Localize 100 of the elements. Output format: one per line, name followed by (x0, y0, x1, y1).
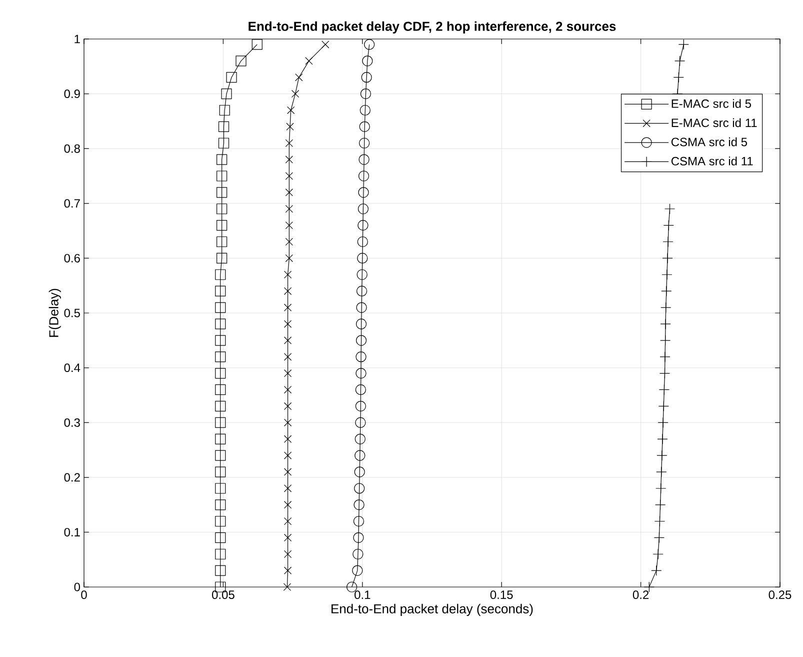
point (295, 74, 303, 82)
y-tick-label: 0.1 (64, 528, 80, 536)
point (285, 156, 294, 164)
point (219, 104, 230, 116)
x-tick-label: 0.25 (768, 590, 792, 600)
point (322, 40, 330, 48)
point (356, 318, 367, 330)
point (284, 353, 292, 361)
y-tick-label: 0.3 (64, 418, 80, 427)
point (352, 565, 363, 576)
point (285, 221, 294, 230)
point (354, 434, 366, 444)
y-tick-label: 0.5 (64, 308, 80, 318)
legend-label: CSMA src id 11 (671, 156, 753, 166)
y-tick-label: 0.7 (64, 199, 80, 208)
x-tick-label: 0.05 (212, 590, 234, 600)
point (215, 500, 226, 510)
point (358, 220, 368, 231)
point (216, 220, 228, 231)
point (284, 336, 292, 344)
point (285, 238, 294, 246)
point (291, 90, 300, 98)
point (286, 122, 294, 131)
point (215, 450, 226, 461)
point (359, 121, 370, 132)
point (356, 335, 367, 346)
point (215, 400, 226, 412)
y-tick-label: 0.4 (64, 364, 80, 372)
point (358, 204, 369, 214)
point (356, 269, 368, 280)
point (216, 252, 228, 264)
point (284, 484, 292, 492)
point (215, 335, 226, 346)
point (354, 450, 366, 461)
point (355, 417, 366, 428)
point (284, 418, 292, 426)
point (284, 452, 292, 460)
point (354, 483, 365, 494)
point (360, 88, 372, 100)
point (284, 304, 292, 312)
point (354, 500, 364, 510)
point (285, 172, 294, 180)
point (215, 516, 226, 527)
point (216, 204, 228, 214)
point (356, 286, 368, 296)
point (362, 56, 373, 66)
point (284, 270, 292, 278)
point (284, 517, 292, 526)
y-axis-title: F(Delay) (48, 288, 61, 337)
point (226, 72, 237, 83)
point (352, 548, 364, 560)
point (215, 368, 226, 379)
point (215, 417, 226, 428)
point (215, 565, 226, 576)
point (284, 402, 292, 410)
point (357, 236, 368, 248)
point (215, 384, 226, 396)
point (285, 139, 294, 147)
legend-label: E-MAC src id 5 (672, 99, 752, 108)
point (284, 369, 292, 378)
point (218, 138, 230, 148)
point (215, 318, 226, 330)
y-tick-label: 0.2 (64, 473, 80, 482)
point (353, 516, 364, 527)
point (284, 550, 292, 558)
point (236, 56, 246, 66)
point (358, 187, 369, 198)
point (284, 566, 292, 574)
point (216, 170, 228, 182)
point (356, 368, 366, 379)
x-tick-label: 0.15 (490, 590, 513, 600)
y-tick-label: 0 (74, 582, 80, 592)
point (216, 154, 228, 165)
point (354, 466, 365, 478)
point (285, 205, 294, 213)
x-axis-title: End-to-End packet delay (seconds) (332, 604, 533, 616)
point (358, 154, 370, 165)
point (216, 187, 228, 198)
point (356, 302, 367, 313)
point (215, 483, 226, 494)
point (361, 72, 372, 83)
y-tick-label: 0.6 (64, 254, 80, 262)
point (357, 252, 368, 264)
point (355, 400, 366, 412)
point (284, 386, 292, 394)
point (215, 286, 226, 296)
y-tick-label: 0.8 (64, 144, 80, 153)
legend-label: E-MAC src id 11 (672, 118, 757, 128)
point (215, 466, 226, 478)
point (252, 39, 262, 50)
point (356, 352, 366, 362)
point (216, 236, 228, 248)
legend-label: CSMA src id 5 (671, 137, 748, 146)
point (284, 435, 292, 443)
point (284, 500, 292, 509)
point (284, 320, 292, 328)
point (358, 170, 370, 182)
y-tick-label: 1 (74, 34, 80, 44)
point (215, 269, 226, 280)
point (364, 39, 375, 50)
